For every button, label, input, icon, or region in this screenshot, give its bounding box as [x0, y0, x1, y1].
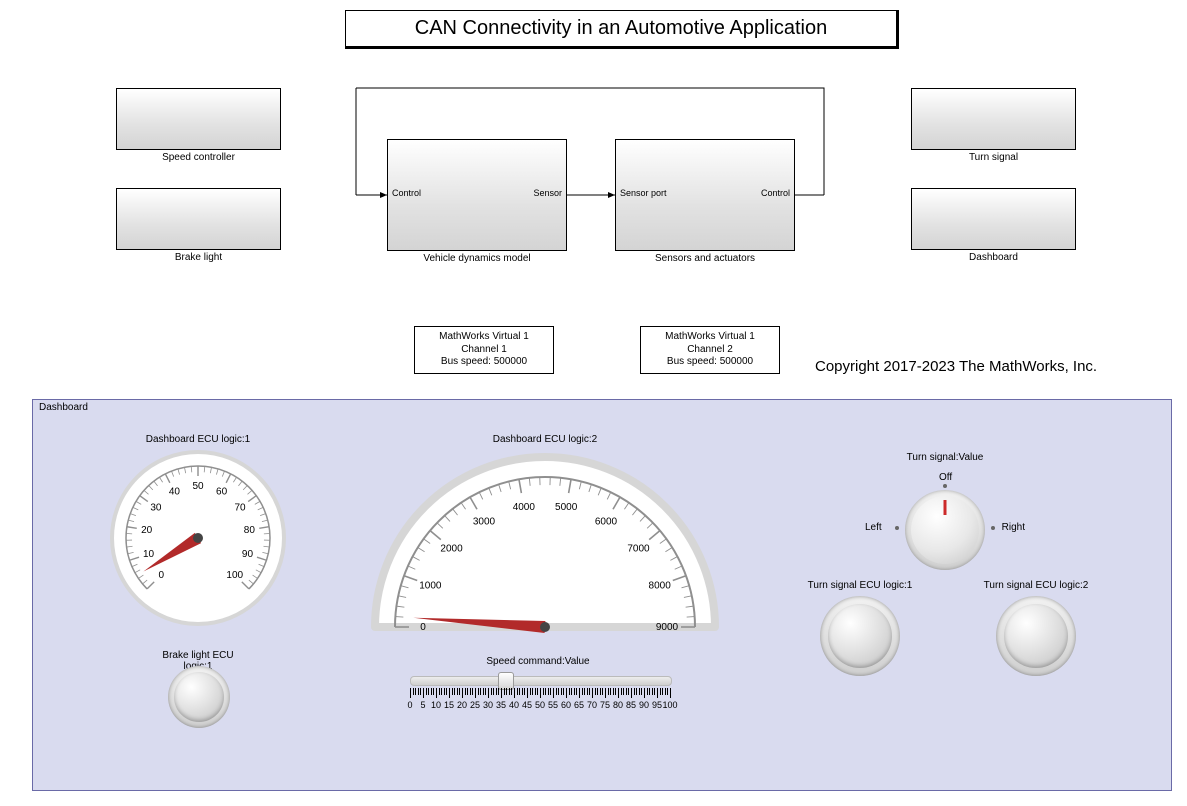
knob-title: Turn signal:Value — [890, 452, 1000, 463]
svg-text:8000: 8000 — [649, 580, 672, 591]
config-channel-1[interactable]: MathWorks Virtual 1 Channel 1 Bus speed:… — [414, 326, 554, 374]
knob-label-right: Right — [1002, 522, 1025, 533]
gauge-speed: 010 20 30 40 50 60 70 80 90 100 — [108, 448, 288, 628]
svg-text:9000: 9000 — [656, 622, 679, 633]
knob-label-off: Off — [939, 472, 952, 483]
wires — [0, 0, 1187, 400]
cfg1-l3: Bus speed: 500000 — [415, 356, 553, 369]
knob-label-left: Left — [865, 522, 882, 533]
svg-text:90: 90 — [242, 549, 254, 560]
svg-text:3000: 3000 — [473, 516, 496, 527]
svg-text:7000: 7000 — [627, 544, 650, 555]
svg-text:70: 70 — [235, 502, 247, 513]
slider-speed-command[interactable]: 0510152025303540455055606570758085909510… — [410, 672, 670, 722]
copyright-text: Copyright 2017-2023 The MathWorks, Inc. — [815, 358, 1097, 375]
led-ts2-title: Turn signal ECU logic:2 — [976, 580, 1096, 591]
svg-text:1000: 1000 — [419, 580, 442, 591]
svg-text:20: 20 — [141, 525, 153, 536]
dashboard-panel-title: Dashboard — [39, 402, 88, 413]
led-ts1-title: Turn signal ECU logic:1 — [800, 580, 920, 591]
cfg2-l1: MathWorks Virtual 1 — [641, 331, 779, 344]
svg-text:40: 40 — [169, 487, 181, 498]
slider-title: Speed command:Value — [398, 656, 678, 667]
svg-text:5000: 5000 — [555, 502, 578, 513]
config-channel-2[interactable]: MathWorks Virtual 1 Channel 2 Bus speed:… — [640, 326, 780, 374]
cfg1-l2: Channel 1 — [415, 344, 553, 357]
svg-text:4000: 4000 — [513, 502, 536, 513]
led-brake — [168, 666, 230, 728]
svg-text:0: 0 — [158, 570, 164, 581]
cfg2-l2: Channel 2 — [641, 344, 779, 357]
gauge-rpm: 0 1000 2000 3000 4000 5000 6000 7000 8000 9000 — [370, 452, 720, 642]
svg-text:10: 10 — [143, 549, 155, 560]
svg-text:0: 0 — [420, 622, 426, 633]
knob-turn-signal[interactable]: Left Off Right — [865, 466, 1025, 576]
led-turn-signal-2 — [996, 596, 1076, 676]
svg-text:30: 30 — [150, 502, 162, 513]
svg-text:50: 50 — [192, 481, 204, 492]
svg-text:60: 60 — [216, 487, 228, 498]
svg-text:100: 100 — [226, 570, 243, 581]
gauge1-title: Dashboard ECU logic:1 — [98, 434, 298, 445]
gauge2-title: Dashboard ECU logic:2 — [370, 434, 720, 445]
cfg2-l3: Bus speed: 500000 — [641, 356, 779, 369]
cfg1-l1: MathWorks Virtual 1 — [415, 331, 553, 344]
led-turn-signal-1 — [820, 596, 900, 676]
svg-text:6000: 6000 — [595, 516, 618, 527]
svg-text:2000: 2000 — [440, 544, 463, 555]
svg-text:80: 80 — [244, 525, 256, 536]
